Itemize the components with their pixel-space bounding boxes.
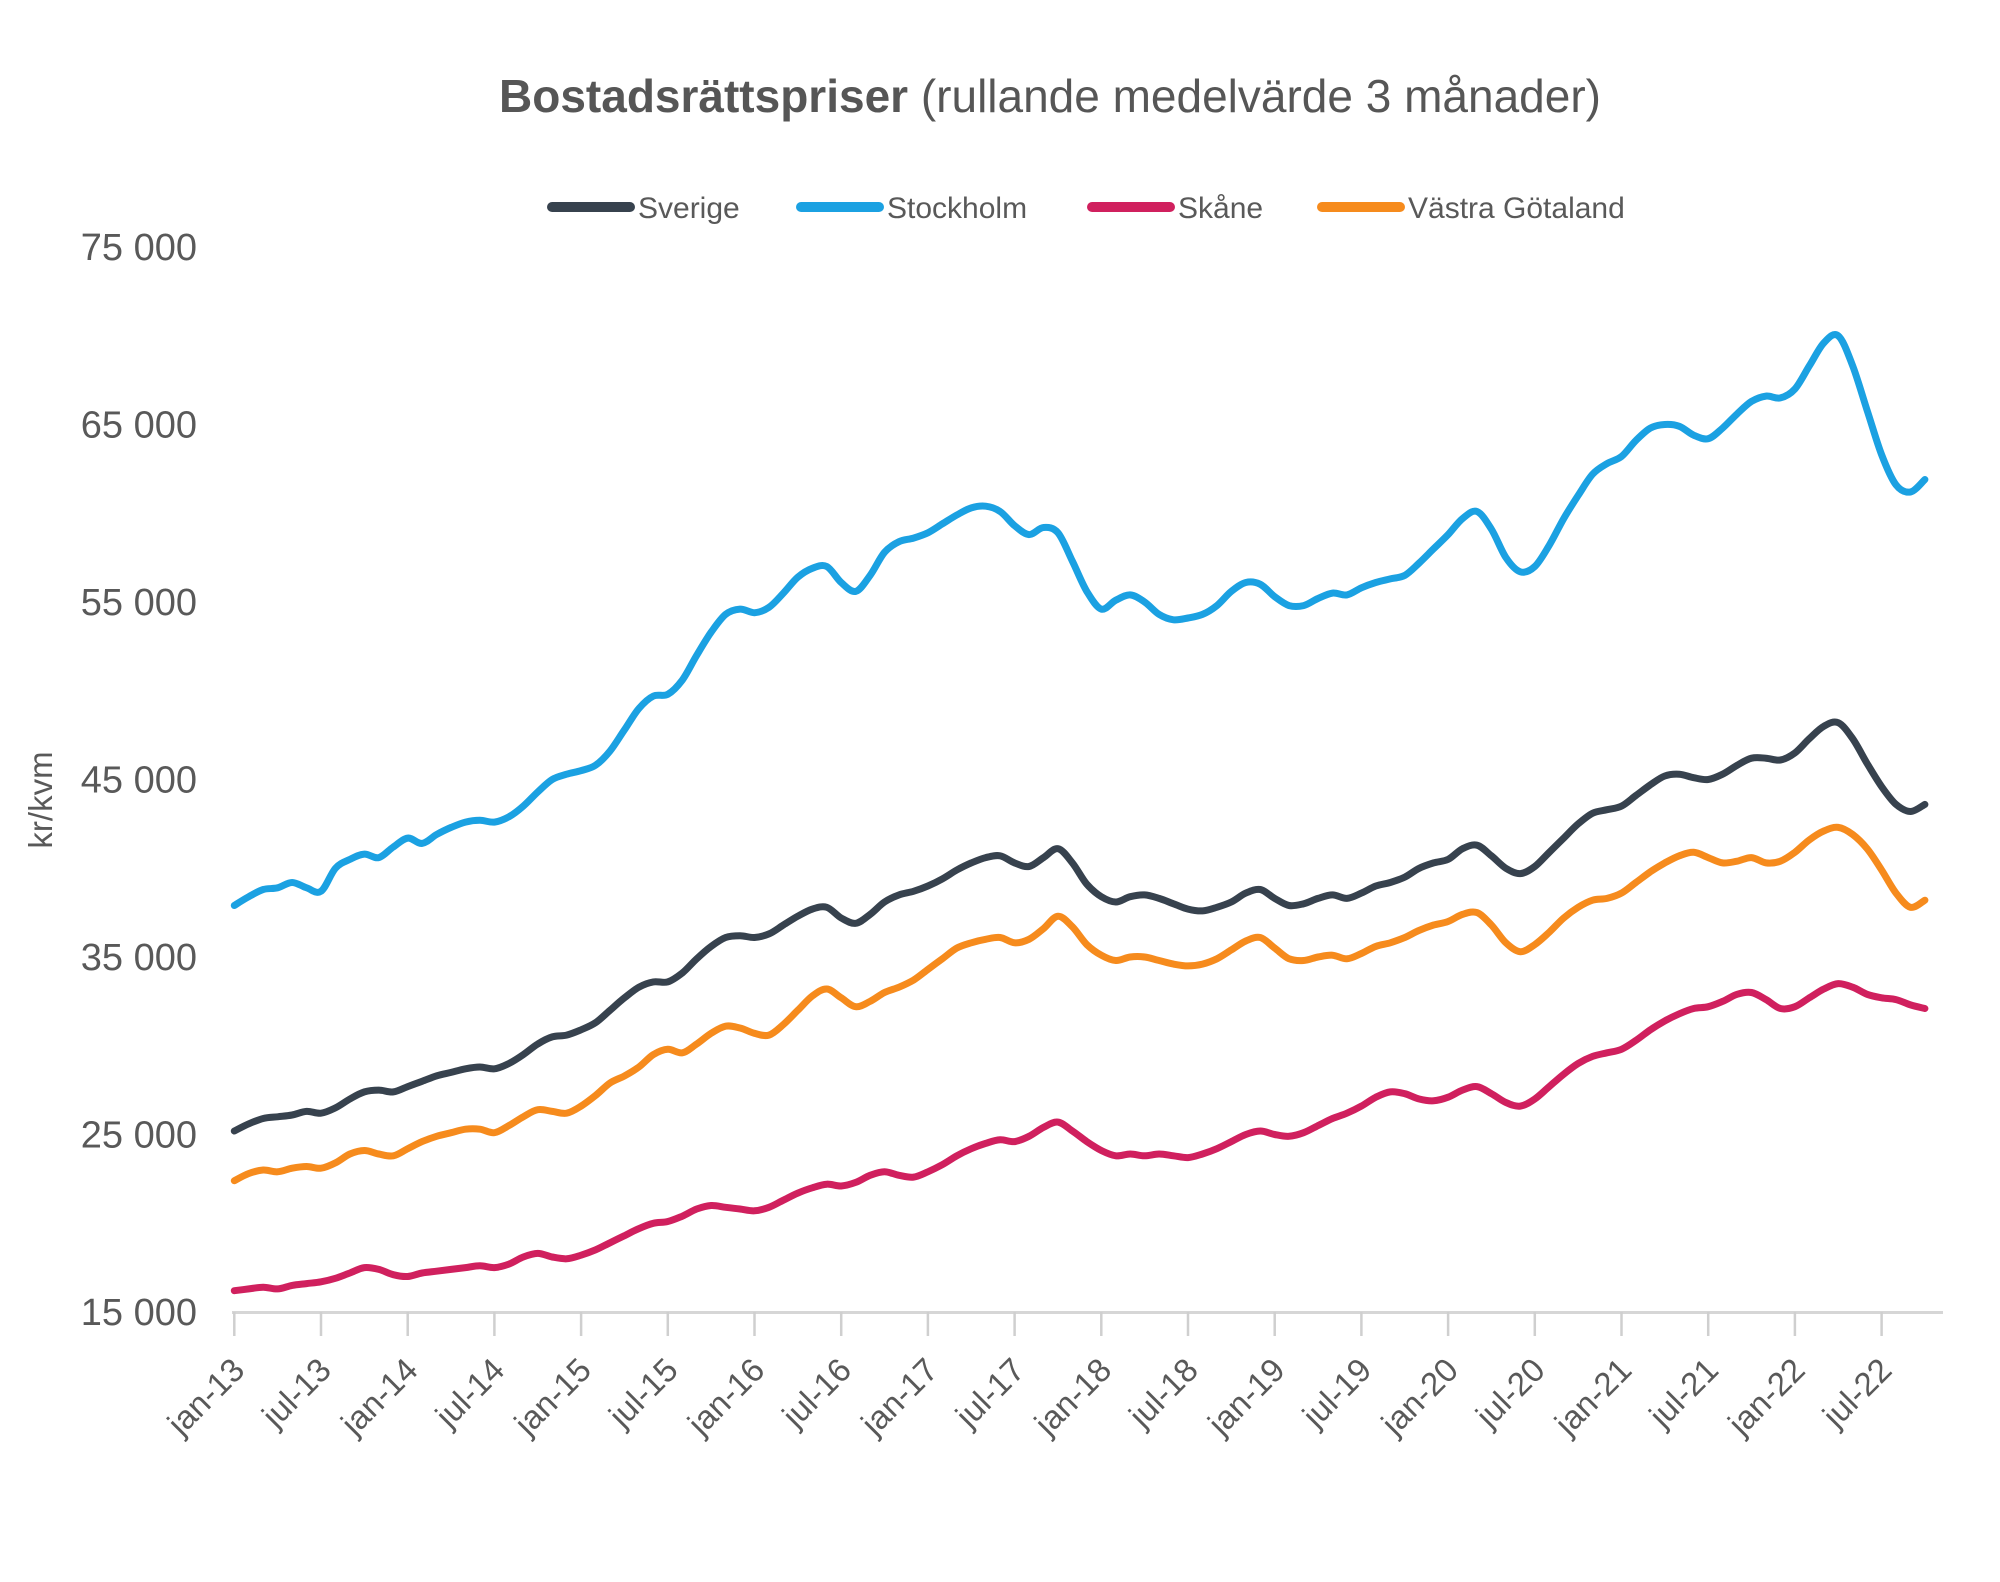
x-axis-tick-label: jul-16 — [774, 1351, 858, 1435]
x-axis-tick-label: jan-13 — [160, 1351, 252, 1443]
series-line-stockholm — [230, 331, 1929, 909]
legend-item-sverige: Sverige — [547, 192, 740, 225]
x-axis-tick-label: jan-17 — [853, 1351, 945, 1443]
legend-item-stockholm: Stockholm — [796, 192, 1027, 225]
x-axis-tick-label: jan-16 — [680, 1351, 772, 1443]
y-axis-unit-label: kr/kvm — [22, 751, 59, 848]
chart-title: Bostadsrättspriser (rullande medelvärde … — [499, 70, 1601, 122]
legend: Sverige Stockholm Skåne Västra Götaland — [547, 192, 1625, 225]
legend-item-vastra-gotaland: Västra Götaland — [1317, 192, 1625, 225]
series-line-sverige — [230, 718, 1929, 1135]
legend-item-skane: Skåne — [1087, 192, 1263, 225]
y-axis-tick-label: 45 000 — [81, 760, 197, 802]
series-line-vastra-gotaland — [230, 823, 1929, 1185]
y-axis-tick-label: 35 000 — [81, 937, 197, 979]
x-axis-tick-label: jul-18 — [1121, 1351, 1205, 1435]
x-axis-tick-label: jul-21 — [1641, 1351, 1725, 1435]
x-axis-tick-label: jul-13 — [254, 1351, 338, 1435]
x-axis-tick-label: jan-21 — [1547, 1351, 1639, 1443]
x-axis-tick-label: jan-19 — [1200, 1351, 1292, 1443]
x-axis-tick-label: jul-20 — [1468, 1351, 1552, 1435]
y-axis-labels: 75 000 65 000 55 000 45 000 35 000 25 000 15 0… — [81, 227, 197, 1334]
x-axis-tick-label: jan-14 — [333, 1351, 425, 1443]
y-axis-tick-label: 15 000 — [81, 1292, 197, 1334]
chart-title-regular: (rullande medelvärde 3 månader) — [908, 70, 1601, 122]
x-axis-tick-label: jan-15 — [506, 1351, 598, 1443]
y-axis-tick-label: 65 000 — [81, 405, 197, 447]
y-axis-tick-label: 75 000 — [81, 227, 197, 269]
chart-title-bold: Bostadsrättspriser — [499, 70, 908, 122]
legend-label-sverige: Sverige — [638, 192, 740, 225]
x-axis-tick-label: jul-15 — [601, 1351, 685, 1435]
series-layer — [230, 331, 1929, 1295]
x-axis-tick-label: jan-22 — [1720, 1351, 1812, 1443]
x-axis-tick-label: jul-17 — [948, 1351, 1032, 1435]
series-line-skane — [230, 980, 1929, 1295]
y-axis-tick-label: 25 000 — [81, 1115, 197, 1157]
x-axis-tick-label: jul-19 — [1294, 1351, 1378, 1435]
legend-label-skane: Skåne — [1178, 192, 1263, 225]
legend-label-vastra-gotaland: Västra Götaland — [1408, 192, 1625, 225]
x-axis-tick-label: jul-22 — [1815, 1351, 1899, 1435]
x-axis-ticks — [233, 1312, 1883, 1336]
x-axis-tick-label: jan-18 — [1027, 1351, 1119, 1443]
y-axis-tick-label: 55 000 — [81, 582, 197, 624]
legend-label-stockholm: Stockholm — [887, 192, 1027, 225]
x-axis-tick-label: jan-20 — [1373, 1351, 1465, 1443]
x-axis-tick-label: jul-14 — [427, 1351, 511, 1435]
